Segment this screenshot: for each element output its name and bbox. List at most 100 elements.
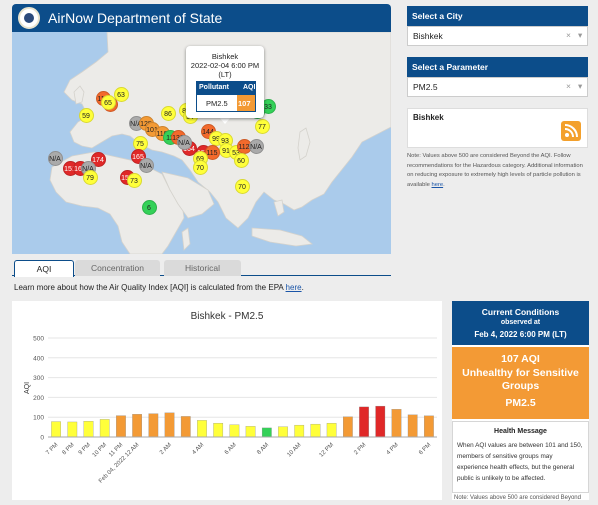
station-marker[interactable]: 79 bbox=[82, 169, 98, 185]
city-info-name: Bishkek bbox=[413, 113, 444, 122]
chart-bar bbox=[261, 427, 272, 438]
observed-datetime: Feb 4, 2022 6:00 PM (LT) bbox=[474, 330, 567, 339]
y-tick-label: 100 bbox=[33, 415, 44, 422]
chevron-down-icon[interactable]: ▾ bbox=[578, 30, 583, 40]
aqi-info-link[interactable]: here bbox=[285, 283, 302, 292]
station-marker[interactable]: N/A bbox=[248, 138, 264, 154]
current-aqi-parameter: PM2.5 bbox=[505, 397, 536, 409]
app-title: AirNow Department of State bbox=[48, 10, 223, 26]
current-aqi-box: 107 AQI Unhealthy for Sensitive Groups P… bbox=[452, 347, 589, 419]
y-axis-label: AQI bbox=[24, 382, 31, 394]
chart-bar bbox=[391, 409, 402, 438]
tab-concentration[interactable]: Concentration bbox=[75, 260, 160, 276]
bottom-note: Note: Values above 500 are considered Be… bbox=[454, 495, 581, 501]
chart-bar bbox=[245, 426, 256, 438]
current-conditions-title: Current Conditions bbox=[481, 307, 560, 317]
station-marker[interactable]: 73 bbox=[126, 172, 142, 188]
tab-aqi[interactable]: AQI bbox=[14, 260, 74, 277]
popup-timezone: (LT) bbox=[218, 70, 232, 79]
chart-bar bbox=[375, 405, 386, 438]
chart-bar bbox=[407, 414, 418, 438]
station-marker[interactable]: 60 bbox=[233, 152, 249, 168]
station-marker[interactable]: 59 bbox=[78, 107, 94, 123]
chart-bar bbox=[278, 426, 288, 438]
popup-table: Pollutant AQI PM2.5 107 bbox=[196, 81, 256, 112]
clear-icon[interactable]: × bbox=[566, 30, 571, 40]
chart-bar bbox=[343, 416, 353, 438]
aqi-map[interactable]: 63591121296517784548662331277N/A12510111… bbox=[12, 32, 391, 254]
x-tick-label: 8 AM bbox=[256, 442, 270, 456]
x-tick-label: 2 AM bbox=[159, 442, 173, 456]
current-aqi-category: Unhealthy for Sensitive Groups bbox=[462, 367, 579, 392]
x-tick-label: 2 PM bbox=[353, 442, 367, 456]
chart-bar bbox=[164, 412, 175, 438]
health-message-title: Health Message bbox=[494, 428, 547, 435]
popup-col-aqi: AQI bbox=[243, 84, 256, 91]
chart-bar bbox=[359, 406, 369, 438]
chart-bar bbox=[51, 421, 61, 438]
x-tick-label: 4 AM bbox=[191, 442, 205, 456]
station-marker[interactable]: N/A bbox=[138, 157, 154, 173]
x-tick-label: 6 PM bbox=[418, 442, 432, 456]
station-marker[interactable]: 63 bbox=[113, 86, 129, 102]
popup-aqi-cell: 107 bbox=[237, 95, 255, 111]
station-marker[interactable]: 70 bbox=[234, 178, 250, 194]
chart-bar bbox=[132, 414, 142, 438]
station-marker[interactable]: 86 bbox=[160, 105, 176, 121]
note-link[interactable]: here bbox=[431, 181, 444, 188]
popup-city: Bishkek bbox=[211, 52, 239, 61]
chevron-down-icon[interactable]: ▾ bbox=[578, 81, 583, 91]
chart-bar bbox=[148, 413, 159, 438]
chart-bar bbox=[83, 421, 94, 438]
chart-bar bbox=[424, 415, 434, 438]
chart-bar bbox=[67, 421, 78, 438]
chart-title: Bishkek - PM2.5 bbox=[191, 311, 264, 322]
health-message-box: Health Message When AQI values are betwe… bbox=[452, 421, 589, 493]
current-conditions-header: Current Conditions observed at Feb 4, 20… bbox=[452, 301, 589, 345]
chart-bar bbox=[197, 420, 207, 438]
clear-icon[interactable]: × bbox=[566, 81, 571, 91]
chart-bar bbox=[213, 422, 224, 438]
x-tick-label: 10 AM bbox=[286, 442, 302, 458]
current-conditions-panel: Current Conditions observed at Feb 4, 20… bbox=[452, 301, 589, 501]
chart-bar bbox=[99, 419, 110, 438]
chart-bar bbox=[229, 424, 240, 438]
chart-bar bbox=[116, 415, 126, 438]
parameter-select[interactable]: PM2.5 × ▾ bbox=[407, 77, 588, 97]
city-select-header: Select a City bbox=[407, 6, 588, 26]
station-marker[interactable]: 70 bbox=[192, 159, 208, 175]
chart-bar bbox=[180, 416, 191, 438]
health-message-text: When AQI values are between 101 and 150,… bbox=[457, 442, 583, 482]
x-tick-label: 8 PM bbox=[62, 442, 76, 456]
state-department-seal-icon bbox=[18, 7, 40, 29]
y-tick-label: 400 bbox=[33, 355, 44, 362]
x-tick-label: 10 PM bbox=[92, 442, 109, 459]
station-marker[interactable]: 77 bbox=[254, 118, 270, 134]
parameter-select-value: PM2.5 bbox=[413, 82, 438, 92]
x-tick-label: 12 PM bbox=[319, 442, 336, 459]
station-marker[interactable]: 65 bbox=[100, 94, 116, 110]
station-marker[interactable]: 6 bbox=[141, 199, 157, 215]
x-tick-label: 7 PM bbox=[45, 442, 59, 456]
chart-bar bbox=[310, 423, 321, 438]
y-tick-label: 500 bbox=[33, 336, 44, 343]
city-select-value: Bishkek bbox=[413, 31, 443, 41]
popup-aqi-value: 107 bbox=[238, 99, 251, 108]
x-tick-label: 9 PM bbox=[78, 442, 92, 456]
station-marker[interactable]: 75 bbox=[132, 135, 148, 151]
chart-bar bbox=[326, 422, 337, 438]
city-select[interactable]: Bishkek × ▾ bbox=[407, 26, 588, 46]
city-info-box: Bishkek bbox=[407, 108, 588, 148]
rss-icon[interactable] bbox=[561, 121, 581, 141]
station-marker[interactable]: N/A bbox=[47, 150, 63, 166]
station-marker[interactable]: N/A bbox=[176, 134, 192, 150]
y-tick-label: 200 bbox=[33, 395, 44, 402]
tab-historical[interactable]: Historical bbox=[164, 260, 241, 276]
popup-datetime: 2022-02-04 6:00 PM bbox=[190, 61, 260, 70]
chart-panel: Bishkek - PM2.5 0 100 200 300 400 500 AQI 7 PM 8 … bbox=[12, 301, 442, 500]
popup-pollutant: PM2.5 bbox=[206, 99, 228, 108]
observed-label: observed at bbox=[500, 319, 541, 326]
current-aqi-value: 107 AQI bbox=[501, 353, 540, 365]
popup-col-pollutant: Pollutant bbox=[199, 84, 229, 91]
